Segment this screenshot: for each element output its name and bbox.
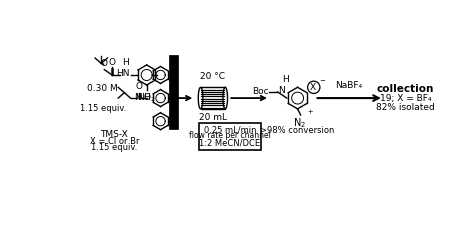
- Text: 1.15 equiv.: 1.15 equiv.: [91, 143, 137, 152]
- Text: HN: HN: [116, 69, 130, 78]
- Text: 1.15 equiv.: 1.15 equiv.: [80, 104, 126, 113]
- Text: X: X: [310, 83, 316, 92]
- Text: O: O: [136, 82, 143, 91]
- Text: O: O: [100, 59, 107, 68]
- Ellipse shape: [198, 87, 203, 109]
- Text: flow rate per channel: flow rate per channel: [189, 131, 271, 140]
- Text: collection: collection: [377, 84, 434, 94]
- Text: 1:2 MeCN/DCE: 1:2 MeCN/DCE: [199, 138, 260, 147]
- Text: O: O: [109, 57, 116, 67]
- Text: 20 mL: 20 mL: [199, 113, 227, 122]
- Text: N: N: [278, 86, 284, 95]
- Bar: [201, 87, 225, 109]
- Text: TMS-X: TMS-X: [100, 131, 128, 139]
- Text: 0.30 M: 0.30 M: [87, 84, 118, 93]
- Text: Boc: Boc: [252, 87, 268, 96]
- Text: N$_2$: N$_2$: [293, 116, 306, 130]
- Text: 20 °C: 20 °C: [201, 72, 226, 81]
- Text: NH$_2$: NH$_2$: [137, 92, 156, 104]
- Text: H: H: [122, 58, 129, 67]
- Text: 19; X = BF₄: 19; X = BF₄: [380, 94, 431, 103]
- Text: N: N: [134, 93, 140, 102]
- Text: $^-$: $^-$: [318, 79, 326, 89]
- Text: 0.25 mL/min: 0.25 mL/min: [204, 125, 256, 134]
- Text: $^+$: $^+$: [306, 109, 314, 119]
- Text: 82% isolated: 82% isolated: [376, 103, 435, 112]
- Text: H: H: [282, 75, 289, 84]
- Text: X = Cl or Br: X = Cl or Br: [90, 137, 139, 146]
- Ellipse shape: [223, 87, 228, 109]
- Text: NaBF₄: NaBF₄: [336, 81, 363, 90]
- Text: O: O: [144, 93, 151, 102]
- Text: >98% conversion: >98% conversion: [260, 126, 335, 135]
- FancyBboxPatch shape: [199, 123, 261, 150]
